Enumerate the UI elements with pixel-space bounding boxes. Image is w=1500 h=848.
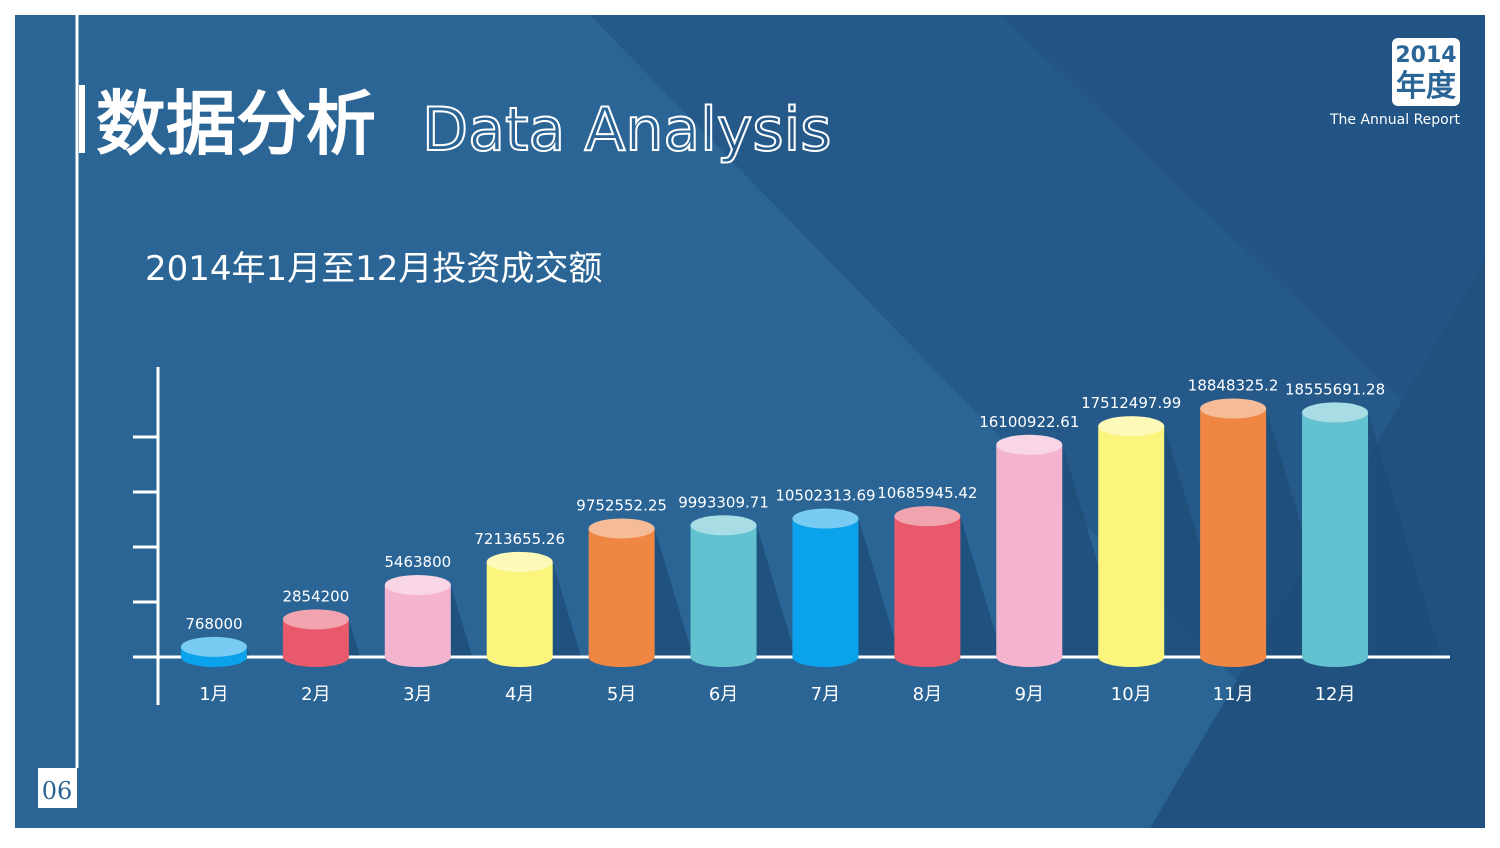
bar-shadow xyxy=(858,518,900,657)
badge-year: 2014 xyxy=(1395,43,1456,68)
bar xyxy=(690,525,757,657)
bar-top xyxy=(894,506,961,527)
badge-label: 年度 xyxy=(1396,69,1456,104)
bar-top xyxy=(792,508,859,529)
bar-top xyxy=(1302,402,1369,423)
bar xyxy=(996,444,1063,657)
bar-shadow xyxy=(450,584,473,657)
value-label: 16100922.61 xyxy=(979,413,1079,431)
value-label: 10502313.69 xyxy=(775,487,875,505)
x-tick-label: 3月 xyxy=(403,684,432,705)
bar-shadow xyxy=(348,619,361,657)
x-tick-label: 11月 xyxy=(1213,684,1254,705)
bar-top xyxy=(282,609,349,630)
bar xyxy=(792,518,859,657)
bar-top xyxy=(384,574,451,595)
x-tick-label: 4月 xyxy=(505,684,534,705)
bar-shadow xyxy=(1062,444,1126,657)
bar xyxy=(1098,426,1165,657)
x-tick-label: 9月 xyxy=(1015,684,1044,705)
value-label: 768000 xyxy=(185,615,242,633)
x-tick-label: 10月 xyxy=(1111,684,1152,705)
chart-title: 2014年1月至12月投资成交额 xyxy=(145,249,602,289)
value-label: 18555691.28 xyxy=(1285,380,1385,398)
value-label: 7213655.26 xyxy=(474,530,565,548)
value-label: 9993309.71 xyxy=(678,493,769,511)
bg-shape xyxy=(1000,15,1485,480)
bar-shadow xyxy=(960,516,1003,657)
bar-shadow xyxy=(1164,426,1234,657)
x-tick-label: 6月 xyxy=(709,684,738,705)
bar xyxy=(384,584,451,657)
bar-top xyxy=(486,551,553,572)
bar-shadow xyxy=(654,528,694,657)
bar-top xyxy=(1098,416,1165,437)
value-label: 17512497.99 xyxy=(1081,394,1181,412)
bar xyxy=(1302,412,1369,657)
bar-shadow xyxy=(756,525,797,657)
bar xyxy=(588,528,655,657)
x-tick-label: 12月 xyxy=(1315,684,1356,705)
bar-top xyxy=(180,636,247,657)
x-tick-label: 8月 xyxy=(913,684,942,705)
x-tick-label: 1月 xyxy=(199,684,228,705)
badge-caption: The Annual Report xyxy=(1329,112,1461,128)
bar-top xyxy=(588,518,655,539)
x-tick-label: 5月 xyxy=(607,684,636,705)
value-label: 10685945.42 xyxy=(877,484,977,502)
title-marker xyxy=(79,85,85,153)
bar xyxy=(486,561,553,657)
value-label: 2854200 xyxy=(282,587,349,605)
value-label: 5463800 xyxy=(384,553,451,571)
bar-shadow xyxy=(552,561,582,657)
bars: 768000 2854200 5463800 7213655.26 9752552.25… xyxy=(180,377,1385,667)
page-number: 06 xyxy=(42,777,73,805)
badge xyxy=(1392,38,1460,106)
bar xyxy=(894,516,961,657)
page-number-box xyxy=(38,768,77,808)
bar xyxy=(1200,408,1267,657)
value-label: 9752552.25 xyxy=(576,496,667,514)
bar-top xyxy=(996,434,1063,455)
title-en: Data Analysis xyxy=(422,95,832,165)
bar-top xyxy=(1200,398,1267,419)
x-tick-label: 7月 xyxy=(811,684,840,705)
bar-shadow xyxy=(246,646,250,657)
bar-top xyxy=(690,515,757,536)
title-cn: 数据分析 xyxy=(96,83,376,165)
x-tick-label: 2月 xyxy=(301,684,330,705)
shadows xyxy=(246,408,1442,657)
value-label: 18848325.2 xyxy=(1188,377,1279,395)
chart: 1月 2月 3月 4月 5月 6月 7月 8月 9月 10月 11月 12月 768000 2854200… xyxy=(133,367,1450,705)
bar-shadow xyxy=(1368,412,1442,657)
